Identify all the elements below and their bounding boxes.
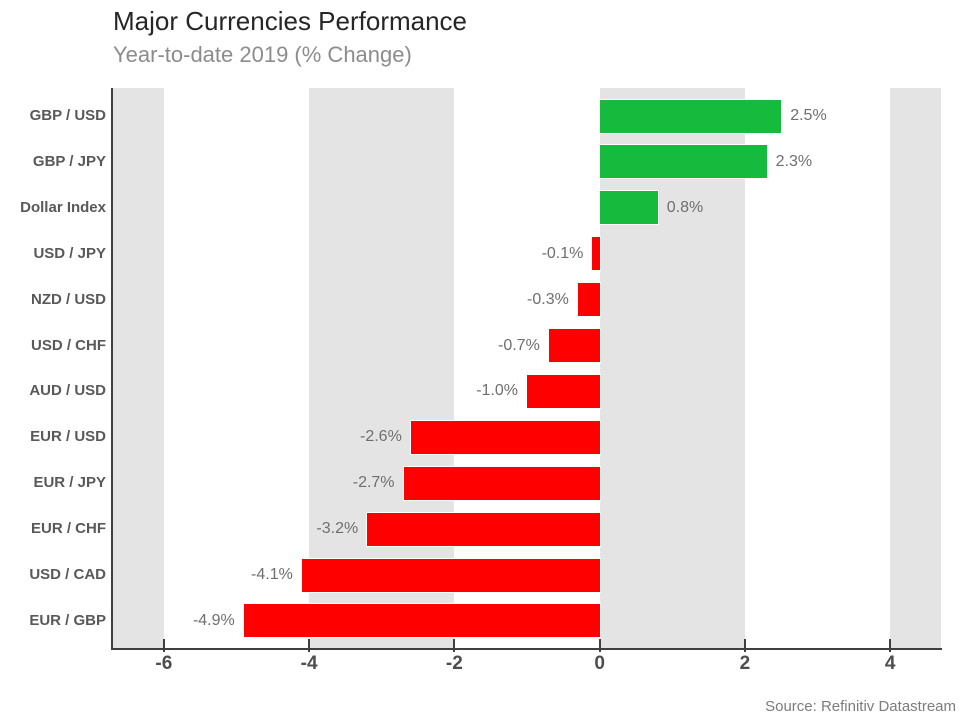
x-tick-label: 2 (739, 653, 751, 674)
bar (243, 604, 600, 638)
category-label: NZD / USD (31, 290, 106, 308)
bar-value-label: -2.6% (360, 428, 402, 446)
bar (599, 99, 782, 133)
x-tick-mark (162, 639, 165, 652)
plot-area: 2.5% 2.3% 0.8% -0.1% -0.3% -0.7% -1.0% -2.6% -2.… (113, 88, 941, 648)
category-label: GBP / USD (29, 107, 106, 124)
x-tick-mark (743, 639, 746, 652)
category-axis: GBP / USD GBP / JPY Dollar Index USD / JPY N… (0, 88, 106, 648)
category-label: EUR / CHF (31, 520, 106, 538)
bar (592, 237, 600, 271)
chart-subtitle: Year-to-date 2019 (% Change) (113, 42, 412, 67)
category-label: GBP / JPY (32, 152, 106, 170)
category-label: EUR / USD (30, 428, 106, 446)
bar-value-label: -4.1% (251, 566, 293, 583)
grid-band (890, 88, 941, 648)
bar-value-label: -0.7% (498, 336, 540, 354)
category-label: USD / JPY (33, 244, 106, 262)
x-tick-mark (598, 639, 601, 652)
x-tick-label: -2 (445, 653, 463, 674)
bar-value-label: 2.3% (775, 152, 813, 170)
x-tick-label: 4 (884, 653, 896, 674)
grid-band (113, 88, 164, 648)
category-label: EUR / GBP (29, 611, 106, 629)
bar-value-label: 2.5% (790, 107, 827, 124)
bar-value-label: -4.9% (192, 611, 235, 629)
x-axis-line (111, 648, 942, 650)
category-label: EUR / JPY (33, 474, 106, 492)
bar-value-label: -3.2% (316, 520, 359, 538)
category-label: USD / CAD (29, 566, 106, 583)
x-tick-mark (453, 639, 456, 652)
category-label: Dollar Index (20, 198, 106, 216)
bar (367, 512, 600, 546)
grid-band (309, 88, 455, 648)
bar (599, 145, 767, 179)
bar (548, 329, 600, 362)
bar-value-label: -0.1% (541, 244, 584, 262)
chart-title: Major Currencies Performance (113, 6, 468, 36)
bar-value-label: -0.3% (527, 290, 569, 308)
bar (577, 283, 600, 317)
bar (599, 191, 658, 225)
source-credit: Source: Refinitiv Datastream (765, 698, 956, 715)
bar (410, 420, 600, 454)
category-label: USD / CHF (31, 336, 106, 354)
bar (527, 374, 600, 408)
x-tick-mark (308, 639, 311, 652)
bar-value-label: -1.0% (476, 382, 518, 400)
bar (403, 466, 600, 500)
grid-band (599, 88, 745, 648)
x-tick-label: 0 (594, 653, 605, 674)
x-tick-label: -4 (300, 653, 318, 674)
x-tick-mark (889, 639, 892, 652)
bar (301, 558, 600, 592)
y-axis-line (111, 88, 113, 650)
bar-value-label: -2.7% (352, 474, 395, 492)
x-tick-label: -6 (155, 653, 173, 674)
bar-value-label: 0.8% (666, 198, 704, 216)
category-label: AUD / USD (29, 382, 106, 400)
